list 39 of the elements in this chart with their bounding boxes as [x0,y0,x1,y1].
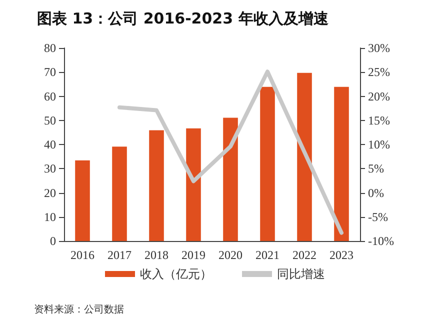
x-tick-label: 2023 [330,248,354,262]
line-series [118,70,344,235]
x-tick-label: 2018 [144,248,168,262]
bar [334,86,349,241]
y2-tick-label: 0% [368,186,384,200]
bar [223,118,238,241]
bar [149,130,164,241]
y2-tick-label: 10% [368,138,390,152]
legend-label: 同比增速 [277,267,325,281]
bar [112,146,127,241]
y-tick-label: 10 [44,210,56,224]
x-tick-label: 2020 [218,248,242,262]
y2-tick-label: 5% [368,162,384,176]
x-tick-label: 2019 [182,248,206,262]
y2-tick-label: -10% [368,234,394,248]
x-tick-label: 2017 [108,248,132,262]
bar [260,86,275,241]
chart-title: 图表 13：公司 2016-2023 年收入及增速 [37,10,330,28]
y-tick-label: 70 [44,65,56,80]
bar [75,160,90,241]
y-tick-label: 40 [44,138,56,152]
y2-tick-label: 15% [368,113,390,128]
y-tick-label: 80 [44,41,56,55]
y2-tick-label: -5% [368,210,388,224]
text: 资料来源：公司数据 [34,304,124,316]
legend-label: 收入（亿元） [140,267,212,281]
x-tick-label: 2021 [256,248,280,262]
y-tick-label: 0 [50,234,56,248]
y2-tick-label: 30% [368,41,390,55]
y2-tick-label: 25% [368,65,390,80]
x-tick-label: 2016 [70,248,94,262]
y-tick-label: 20 [44,186,56,200]
y2-tick-label: 20% [368,89,390,104]
y-tick-label: 50 [44,113,56,128]
bar [186,128,201,241]
y-tick-label: 60 [44,89,56,104]
y-tick-label: 30 [44,162,56,176]
bar [297,72,312,241]
x-tick-label: 2022 [292,248,316,262]
